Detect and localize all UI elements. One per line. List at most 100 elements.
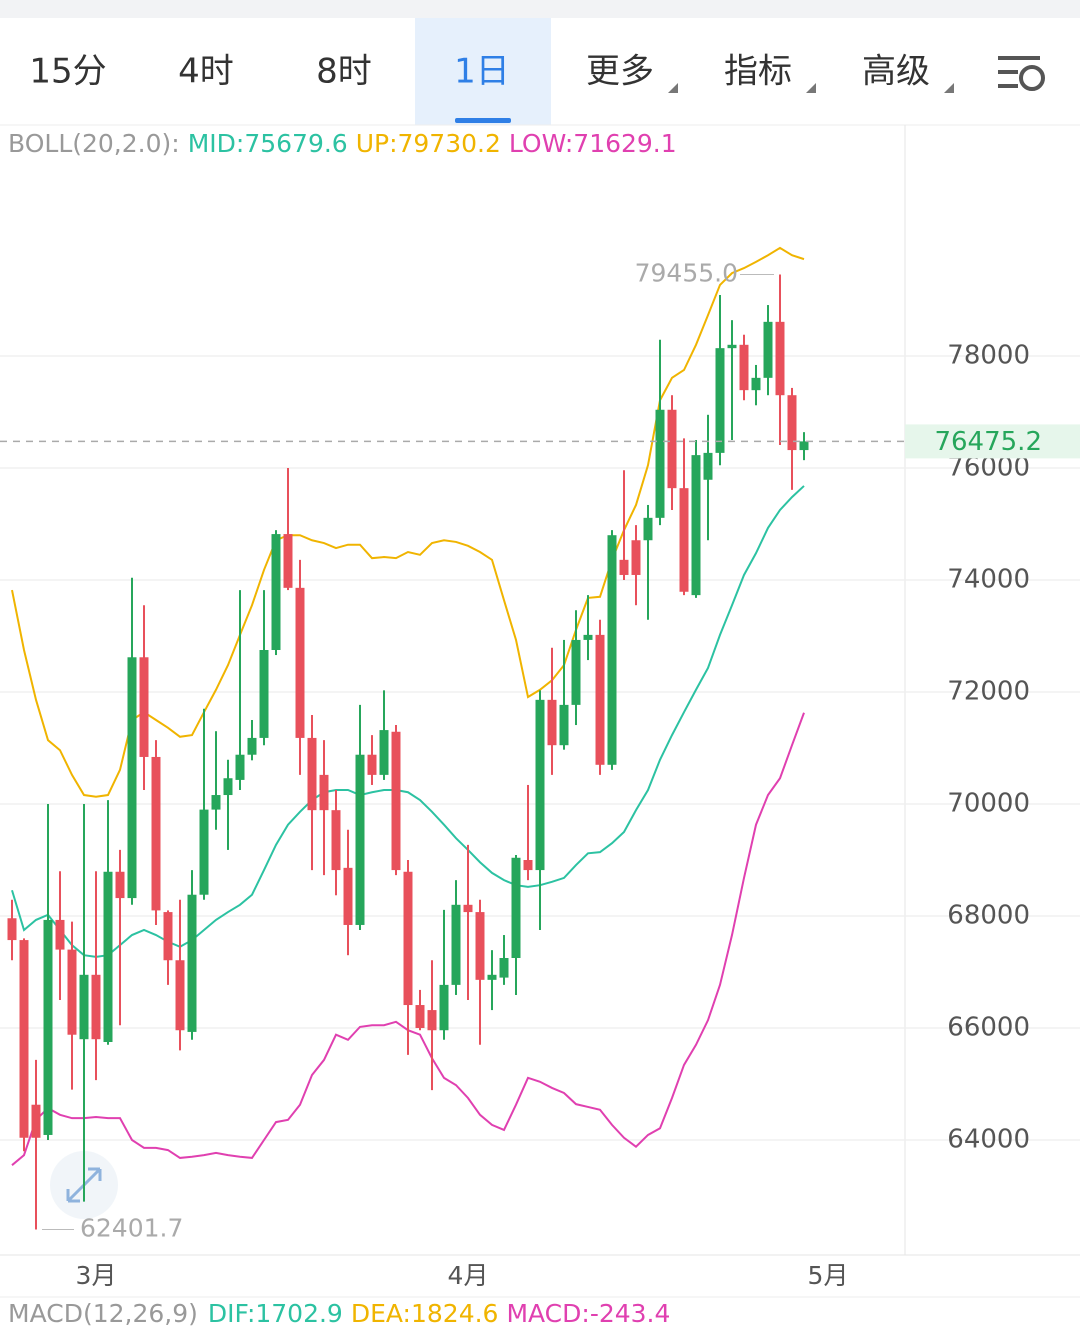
tab-arrow: [806, 83, 816, 93]
candle-body: [715, 348, 725, 453]
candle-body: [451, 904, 461, 985]
y-tick-label: 74000: [947, 565, 1030, 595]
legend-item: LOW:71629.1: [509, 129, 677, 158]
y-tick-label: 64000: [947, 1125, 1030, 1155]
candle-body: [271, 534, 281, 650]
max-label: 79455.0: [635, 259, 738, 288]
settings-icon[interactable]: [998, 56, 1045, 91]
candle-body: [511, 857, 521, 958]
candle-body: [703, 452, 713, 480]
candle-body: [679, 488, 689, 592]
candle-body: [19, 940, 29, 1138]
candle-body: [547, 699, 557, 746]
indicator-title: BOLL(20,2.0):: [8, 129, 180, 158]
candle-body: [199, 809, 209, 895]
macd-title: MACD(12,26,9): [8, 1299, 198, 1328]
candle-body: [355, 754, 365, 925]
candle-body: [667, 409, 677, 489]
candle-body: [79, 974, 89, 1040]
candle-body: [751, 377, 761, 391]
candle-body: [379, 730, 389, 775]
tab[interactable]: 8时: [316, 52, 372, 92]
boll-header: BOLL(20,2.0): MID:75679.6 UP:79730.2 LOW:71…: [8, 129, 677, 158]
x-tick-label: 3月: [76, 1261, 117, 1290]
active-tab-underline: [455, 118, 511, 123]
macd-item: DIF:1702.9: [208, 1299, 343, 1328]
candle-body: [463, 904, 473, 913]
candle-body: [283, 534, 293, 588]
candle-body: [559, 704, 569, 746]
status-strip: [0, 0, 1080, 18]
candle-body: [583, 634, 593, 640]
candle-body: [151, 756, 161, 911]
candle-body: [691, 455, 701, 596]
tab[interactable]: 更多: [586, 52, 654, 92]
candle-body: [211, 795, 221, 810]
tab-arrows: [668, 83, 954, 93]
candle-body: [67, 949, 77, 1035]
legend-item: UP:79730.2: [356, 129, 501, 158]
candle-body: [91, 974, 101, 1040]
candle-body: [739, 344, 749, 391]
candle-body: [31, 1104, 41, 1138]
candle-body: [307, 737, 317, 811]
candle-body: [487, 974, 497, 980]
x-tick-label: 4月: [448, 1261, 489, 1290]
candle-body: [535, 699, 545, 871]
candle-body: [175, 960, 185, 1031]
candle-body: [775, 321, 785, 396]
candle-body: [331, 810, 341, 871]
last-price-label: 76475.2: [934, 427, 1042, 457]
tab[interactable]: 1日: [454, 52, 510, 92]
candle-body: [187, 894, 197, 1032]
min-label: 62401.7: [80, 1214, 183, 1243]
candle-body: [319, 774, 329, 811]
tab[interactable]: 指标: [724, 52, 792, 92]
candle-body: [139, 657, 149, 757]
candle-body: [427, 1010, 437, 1031]
candle-body: [631, 540, 641, 575]
candle-body: [475, 912, 485, 980]
candle-body: [763, 321, 773, 378]
tab[interactable]: 15分: [29, 52, 106, 92]
candle-body: [103, 871, 113, 1042]
candle-body: [415, 1005, 425, 1028]
tab[interactable]: 高级: [862, 52, 930, 92]
candle-body: [7, 918, 17, 941]
x-tick-label: 5月: [808, 1261, 849, 1290]
candle-body: [367, 754, 377, 775]
y-tick-label: 70000: [947, 789, 1030, 819]
tab[interactable]: 4时: [178, 52, 234, 92]
y-tick-label: 68000: [947, 901, 1030, 931]
y-tick-label: 66000: [947, 1013, 1030, 1043]
candle-body: [115, 871, 125, 899]
candle-body: [499, 958, 509, 978]
macd-item: DEA:1824.6: [351, 1299, 499, 1328]
candle-body: [235, 754, 245, 780]
candle-body: [223, 778, 233, 796]
tab-arrow: [668, 83, 678, 93]
candle-body: [787, 395, 797, 451]
candle-body: [403, 871, 413, 1006]
candle-body: [799, 441, 809, 451]
candle-body: [391, 731, 401, 871]
candle-body: [259, 650, 269, 738]
candle-body: [163, 912, 173, 961]
plot: [0, 246, 1080, 1230]
last-price-box: [905, 424, 1080, 459]
candle-body: [619, 559, 629, 575]
macd-header: MACD(12,26,9) DIF:1702.9 DEA:1824.6 MACD:-2…: [8, 1299, 670, 1328]
candle-body: [247, 737, 257, 755]
candle-body: [43, 919, 53, 1135]
candle-body: [523, 860, 533, 871]
icon-gear: [1019, 65, 1045, 91]
candle-body: [571, 639, 581, 705]
candle-body: [607, 535, 617, 765]
candle-body: [595, 634, 605, 765]
macd-item: MACD:-243.4: [506, 1299, 670, 1328]
candle-body: [655, 409, 665, 518]
candle-body: [727, 344, 737, 349]
candle-body: [343, 867, 353, 925]
candle-body: [439, 984, 449, 1031]
